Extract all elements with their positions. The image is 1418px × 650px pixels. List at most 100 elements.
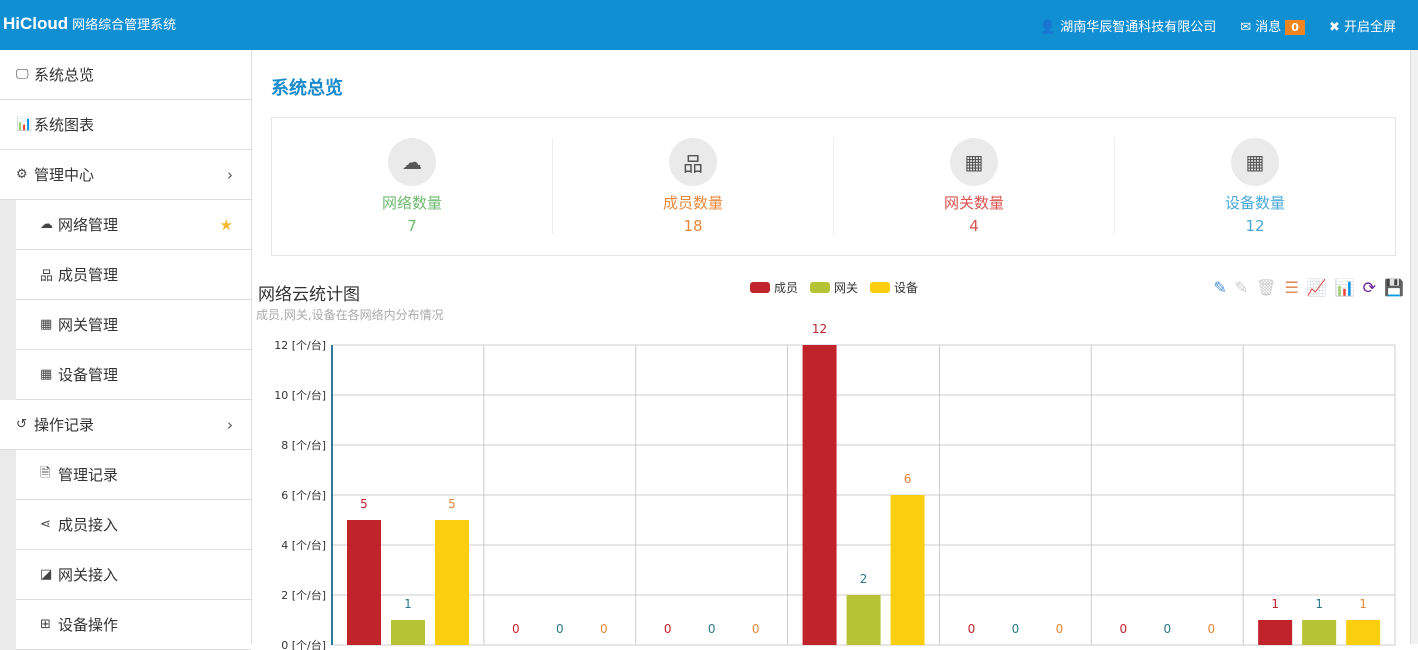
data-label: 12 [812, 322, 827, 336]
y-tick-label: 2 [个/台] [281, 588, 326, 602]
sidebar-item[interactable]: 📊 系统图表 [0, 100, 251, 150]
sidebar-item[interactable]: 🖵 系统总览 [0, 50, 251, 100]
stat-label: 成员数量 [662, 194, 723, 212]
data-label: 5 [360, 497, 368, 511]
calendar-icon: ▦ [40, 367, 53, 382]
data-label: 0 [752, 622, 760, 636]
bar [846, 595, 881, 645]
brand[interactable]: HiCloud 网络综合管理系统 [3, 14, 176, 34]
bar [802, 345, 837, 645]
scrollbar[interactable] [1410, 50, 1418, 644]
chevron-right-icon: › [227, 415, 233, 434]
unmark-icon[interactable]: ✎ [1234, 278, 1249, 297]
legend-label: 设备 [894, 281, 919, 295]
legend-swatch [750, 282, 770, 293]
bar [1302, 620, 1337, 645]
user-icon: 👤 [1039, 20, 1057, 35]
messages-badge: 0 [1285, 20, 1305, 35]
clear-icon[interactable]: 🗑 [1256, 278, 1277, 297]
company-name: 湖南华辰智通科技有限公司 [1060, 20, 1217, 35]
sidebar-item[interactable]: 🗎 管理记录 [16, 450, 251, 500]
stat-card[interactable]: ☁ 网络数量 7 [272, 138, 553, 235]
legend-item[interactable]: 设备 [870, 279, 918, 296]
gears-icon: ⚙ [16, 167, 28, 182]
chart-toolbox: ✎ ✎ 🗑 ☰ 📈 📊 ⟳ 💾 [1213, 278, 1404, 297]
data-view-icon[interactable]: ☰ [1284, 278, 1299, 297]
fullscreen-button[interactable]: ✖ 开启全屏 [1329, 16, 1396, 35]
data-label: 0 [556, 622, 564, 636]
calendar-icon: ▦ [1231, 138, 1279, 186]
data-label: 0 [1207, 622, 1215, 636]
stat-value: 4 [969, 217, 979, 235]
data-label: 0 [1056, 622, 1064, 636]
save-image-icon[interactable]: 💾 [1384, 278, 1404, 297]
legend-item[interactable]: 成员 [750, 279, 798, 296]
messages-button[interactable]: ✉ 消息 0 [1240, 16, 1305, 35]
data-label: 0 [968, 622, 976, 636]
expand-icon: ✖ [1328, 20, 1340, 35]
y-tick-label: 12 [个/台] [274, 338, 326, 352]
data-label: 0 [1163, 622, 1171, 636]
legend-item[interactable]: 网关 [810, 279, 858, 296]
chart-title: 网络云统计图 [258, 285, 360, 305]
messages-label: 消息 [1255, 20, 1282, 35]
cloud-icon: ☁ [40, 217, 53, 232]
y-tick-label: 8 [个/台] [281, 438, 326, 452]
y-tick-label: 0 [个/台] [281, 638, 326, 650]
cloud-icon: ☁ [388, 138, 436, 186]
stat-label: 网络数量 [381, 194, 442, 212]
data-label: 2 [860, 572, 868, 586]
line-chart-icon[interactable]: 📈 [1306, 278, 1327, 297]
fullscreen-label: 开启全屏 [1343, 20, 1396, 35]
sidebar-item[interactable]: ⚙ 管理中心 › [0, 150, 251, 200]
sidebar: 🖵 系统总览 📊 系统图表 ⚙ 管理中心 › ☁ 网络管理 ★ 品成员管理 ▦ 网关管理 ▦ 设备管理 ↺ 操作… [0, 50, 252, 650]
data-label: 0 [512, 622, 520, 636]
sidebar-item[interactable]: ▦ 网关管理 [16, 300, 251, 350]
restore-icon[interactable]: ⟳ [1362, 278, 1377, 297]
share-icon: ⋖ [40, 517, 51, 532]
data-label: 0 [708, 622, 716, 636]
sidebar-item-label: 网关管理 [58, 316, 119, 334]
sidebar-item-label: 成员接入 [58, 516, 119, 534]
sidebar-item-label: 系统总览 [34, 66, 95, 84]
sidebar-item[interactable]: ☁ 网络管理 ★ [16, 200, 251, 250]
stat-label: 网关数量 [943, 194, 1004, 212]
submenu-strip [0, 450, 16, 650]
data-label: 0 [1012, 622, 1020, 636]
bar [890, 495, 925, 645]
star-icon[interactable]: ★ [219, 215, 233, 234]
data-label: 0 [664, 622, 672, 636]
bar-chart-icon[interactable]: 📊 [1334, 278, 1355, 297]
system-name: 网络综合管理系统 [72, 17, 177, 32]
stat-card[interactable]: 品成员数量 18 [553, 138, 834, 235]
monitor-icon: 🖵 [16, 67, 29, 82]
sidebar-item[interactable]: ▦ 设备管理 [16, 350, 251, 400]
stat-card[interactable]: ▦ 设备数量 12 [1115, 138, 1395, 235]
bar [1258, 620, 1293, 645]
legend-swatch [810, 282, 831, 293]
top-bar: HiCloud 网络综合管理系统 👤 湖南华辰智通科技有限公司 ✉ 消息 0 ✖ 开… [0, 0, 1418, 50]
sidebar-item[interactable]: ↺ 操作记录 › [0, 400, 251, 450]
data-label: 1 [1359, 597, 1367, 611]
company-link[interactable]: 👤 湖南华辰智通科技有限公司 [1040, 16, 1216, 35]
sidebar-item[interactable]: ⋖ 成员接入 [16, 500, 251, 550]
sitemap-icon: 品 [40, 269, 54, 284]
bar-chart-icon: 📊 [16, 117, 33, 132]
stat-card[interactable]: ▦ 网关数量 4 [834, 138, 1115, 235]
data-label: 6 [904, 472, 912, 486]
bar [1346, 620, 1381, 645]
y-tick-label: 4 [个/台] [281, 538, 326, 552]
bar [347, 520, 381, 645]
sidebar-item[interactable]: 品成员管理 [16, 250, 251, 300]
sidebar-item[interactable]: ⊞ 设备操作 [16, 600, 251, 650]
grid-icon: ▦ [950, 138, 998, 186]
mark-icon[interactable]: ✎ [1213, 278, 1227, 297]
file-icon: 🗎 [40, 465, 51, 481]
legend-label: 成员 [774, 281, 799, 295]
stat-value: 18 [683, 217, 703, 235]
y-tick-label: 10 [个/台] [274, 388, 326, 402]
sidebar-item-label: 操作记录 [34, 416, 95, 434]
share-square-icon: ◪ [40, 567, 53, 582]
sidebar-item[interactable]: ◪ 网关接入 [16, 550, 251, 600]
data-label: 0 [1119, 622, 1127, 636]
